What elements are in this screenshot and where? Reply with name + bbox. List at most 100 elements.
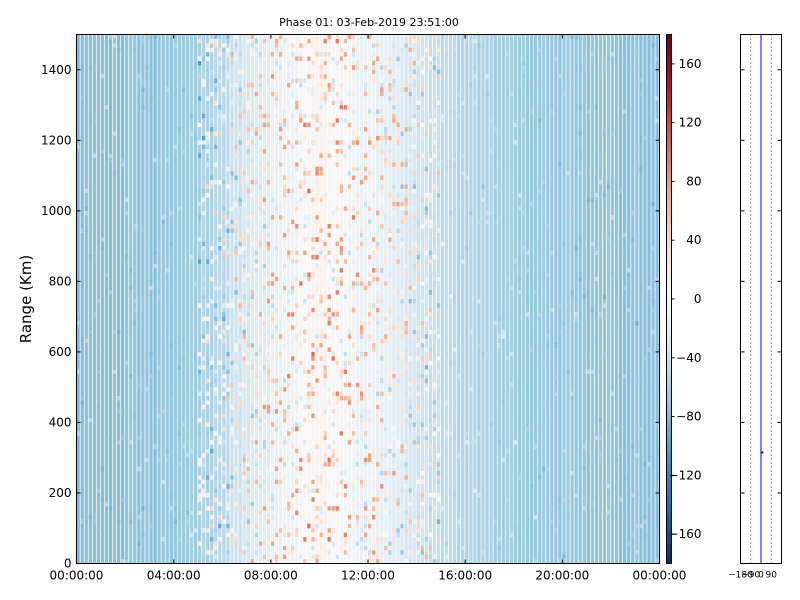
heatmap-cell bbox=[262, 356, 267, 361]
heatmap-cell bbox=[359, 100, 364, 106]
heatmap-cell bbox=[359, 391, 364, 396]
heatmap-cell bbox=[376, 228, 380, 233]
heatmap-cell bbox=[432, 237, 437, 242]
heatmap-cell bbox=[246, 100, 250, 106]
heatmap-cell bbox=[392, 426, 396, 432]
heatmap-cell bbox=[453, 492, 457, 498]
heatmap-cell bbox=[351, 497, 356, 502]
heatmap-cell bbox=[319, 69, 323, 75]
heatmap-cell bbox=[388, 87, 392, 92]
heatmap-cell bbox=[238, 69, 242, 75]
heatmap-cell bbox=[165, 157, 169, 163]
heatmap-cell bbox=[315, 378, 319, 383]
heatmap-cell bbox=[388, 135, 392, 141]
heatmap-cell bbox=[384, 241, 388, 247]
heatmap-cell bbox=[489, 210, 493, 216]
heatmap-cell bbox=[359, 179, 364, 185]
heatmap-cell bbox=[546, 466, 550, 471]
heatmap-cell bbox=[335, 140, 339, 145]
heatmap-cell bbox=[319, 506, 323, 511]
heatmap-cell bbox=[355, 515, 360, 520]
heatmap-cell bbox=[197, 56, 202, 61]
heatmap-cell bbox=[242, 69, 246, 75]
heatmap-cell bbox=[278, 351, 283, 357]
heatmap-cell bbox=[307, 501, 311, 507]
heatmap-cell bbox=[586, 369, 590, 374]
heatmap-cell bbox=[230, 52, 234, 57]
heatmap-column bbox=[165, 34, 169, 564]
heatmap-cell bbox=[400, 351, 404, 357]
heatmap-cell bbox=[380, 82, 384, 88]
heatmap-cell bbox=[380, 118, 384, 123]
heatmap-cell bbox=[404, 365, 408, 370]
heatmap-cell bbox=[388, 237, 392, 242]
heatmap-cell bbox=[287, 501, 291, 507]
heatmap-cell bbox=[420, 550, 424, 555]
heatmap-cell bbox=[202, 338, 206, 344]
heatmap-cell bbox=[432, 118, 437, 123]
heatmap-cell bbox=[376, 250, 380, 255]
heatmap-cell bbox=[266, 246, 271, 251]
heatmap-cell bbox=[202, 488, 206, 493]
heatmap-cell bbox=[392, 246, 396, 251]
heatmap-cell bbox=[614, 179, 619, 185]
heatmap-cell bbox=[287, 82, 291, 88]
heatmap-cell bbox=[327, 294, 331, 299]
heatmap-cell bbox=[582, 294, 586, 299]
heatmap-cell bbox=[428, 197, 433, 203]
heatmap-cell bbox=[424, 210, 428, 216]
heatmap-cell bbox=[262, 413, 267, 419]
heatmap-cell bbox=[376, 462, 380, 467]
heatmap-cell bbox=[303, 193, 307, 198]
heatmap-cell bbox=[303, 356, 307, 361]
heatmap-cell bbox=[533, 559, 538, 564]
heatmap-cell bbox=[307, 391, 311, 396]
heatmap-cell bbox=[218, 74, 222, 79]
heatmap-column bbox=[108, 34, 113, 564]
heatmap-cell bbox=[355, 294, 360, 299]
heatmap-cell bbox=[291, 144, 295, 150]
heatmap-cell bbox=[392, 96, 396, 101]
heatmap-cell bbox=[157, 457, 161, 463]
heatmap-cell bbox=[416, 60, 420, 66]
heatmap-column bbox=[125, 34, 129, 564]
heatmap-cell bbox=[509, 382, 514, 388]
heatmap-cell bbox=[197, 96, 202, 101]
heatmap-cell bbox=[202, 246, 206, 251]
heatmap-cell bbox=[222, 118, 226, 123]
heatmap-cell bbox=[197, 510, 202, 516]
heatmap-cell bbox=[614, 206, 619, 211]
heatmap-cell bbox=[550, 307, 554, 313]
heatmap-cell bbox=[287, 210, 291, 216]
heatmap-cell bbox=[254, 378, 258, 383]
heatmap-cell bbox=[424, 462, 428, 467]
heatmap-cell bbox=[270, 197, 275, 203]
heatmap-cell bbox=[206, 391, 210, 396]
heatmap-cell bbox=[602, 193, 607, 198]
heatmap-cell bbox=[242, 545, 246, 551]
heatmap-cell bbox=[88, 224, 92, 229]
heatmap-cell bbox=[246, 82, 250, 88]
heatmap-cell bbox=[278, 431, 283, 436]
heatmap-cell bbox=[542, 184, 546, 189]
heatmap-cell bbox=[291, 426, 295, 432]
heatmap-cell bbox=[307, 215, 311, 220]
heatmap-cell bbox=[287, 250, 291, 255]
heatmap-cell bbox=[408, 162, 412, 167]
heatmap-column bbox=[509, 34, 514, 564]
heatmap-cell bbox=[388, 444, 392, 449]
heatmap-cell bbox=[153, 444, 157, 449]
heatmap-cell bbox=[169, 343, 173, 348]
heatmap-cell bbox=[331, 462, 335, 467]
heatmap-cell bbox=[238, 250, 242, 255]
heatmap-cell bbox=[254, 448, 258, 454]
heatmap-cell bbox=[311, 457, 315, 463]
heatmap-cell bbox=[299, 343, 303, 348]
heatmap-cell bbox=[428, 157, 433, 163]
heatmap-cell bbox=[274, 91, 279, 97]
heatmap-cell bbox=[582, 65, 586, 70]
heatmap-cell bbox=[339, 404, 343, 410]
heatmap-cell bbox=[129, 285, 133, 291]
heatmap-cell bbox=[376, 528, 380, 533]
heatmap-cell bbox=[299, 52, 303, 57]
